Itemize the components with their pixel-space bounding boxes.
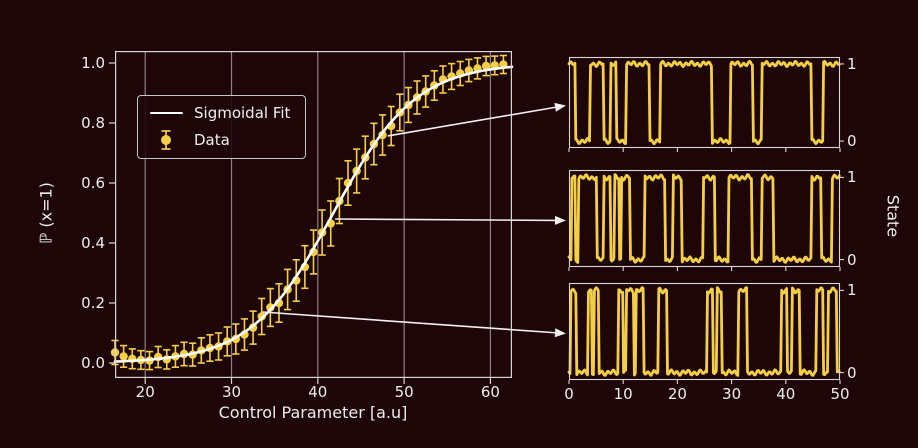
y-tick-label: 0.0 xyxy=(81,354,105,372)
state-axis-label: State xyxy=(883,194,903,238)
legend-fit-label: Sigmoidal Fit xyxy=(194,104,291,122)
state-x-tick-label: 40 xyxy=(776,385,796,403)
y-tick-label: 1.0 xyxy=(81,54,105,72)
x-tick-label: 30 xyxy=(221,383,242,401)
y-tick-label: 0.6 xyxy=(81,174,105,192)
state-y-tick-label: 1 xyxy=(847,281,857,300)
x-tick-label: 50 xyxy=(394,383,414,401)
x-tick-label: 20 xyxy=(135,383,155,401)
x-tick-label: 60 xyxy=(480,383,500,401)
state-trace-panel-2 xyxy=(567,169,844,271)
x-tick-label: 40 xyxy=(308,383,328,401)
x-axis-label: Control Parameter [a.u] xyxy=(218,403,408,422)
sigmoid-plot-canvas xyxy=(109,51,514,384)
y-tick-label: 0.8 xyxy=(81,114,105,132)
legend-entry-fit: Sigmoidal Fit xyxy=(149,101,290,125)
state-x-tick-label: 0 xyxy=(564,385,574,403)
y-tick-label: 0.2 xyxy=(81,294,105,312)
state-x-tick-label: 30 xyxy=(722,385,742,403)
state-x-tick-label: 50 xyxy=(830,385,850,403)
state-x-tick-label: 20 xyxy=(667,385,687,403)
state-y-tick-label: 0 xyxy=(847,363,857,382)
state-y-tick-label: 0 xyxy=(847,250,857,269)
state-y-tick-label: 0 xyxy=(847,132,857,151)
state-trace-panel-1 xyxy=(567,56,844,152)
state-x-tick-label: 10 xyxy=(613,385,633,403)
legend-swatch xyxy=(149,111,183,115)
state-y-tick-label: 1 xyxy=(847,54,857,73)
legend-entry-data: Data xyxy=(149,128,290,152)
legend-swatch xyxy=(149,128,183,152)
state-trace-panel-3 xyxy=(567,282,844,384)
y-axis-label: ℙ (x=1) xyxy=(36,182,56,244)
fit-line-sample-icon xyxy=(149,111,183,115)
state-y-tick-label: 1 xyxy=(847,168,857,187)
data-marker-icon xyxy=(161,130,171,150)
legend-data-label: Data xyxy=(194,131,230,149)
legend: Sigmoidal Fit Data xyxy=(137,95,307,159)
y-tick-label: 0.4 xyxy=(81,234,105,252)
